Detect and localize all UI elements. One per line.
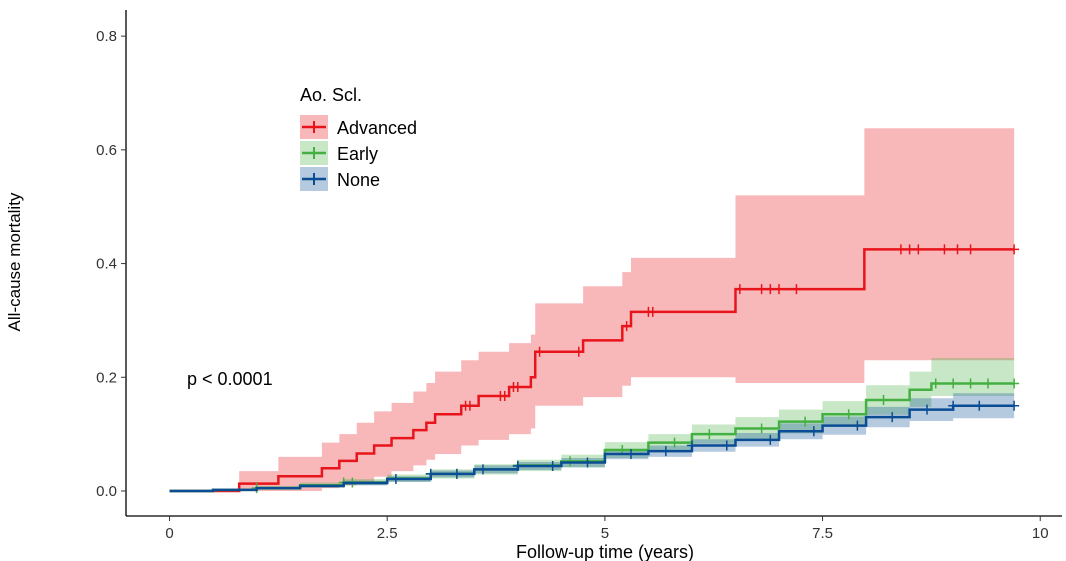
censor-mark bbox=[686, 440, 697, 451]
censor-mark bbox=[464, 400, 475, 411]
censor-mark bbox=[477, 464, 488, 475]
legend-title: Ao. Scl. bbox=[300, 85, 362, 105]
y-tick-label: 0.8 bbox=[96, 28, 117, 45]
censor-mark bbox=[930, 378, 941, 389]
censor-mark bbox=[669, 437, 680, 448]
censor-mark bbox=[913, 244, 924, 255]
confidence-band bbox=[169, 393, 1015, 491]
censor-mark bbox=[948, 400, 959, 411]
censor-mark bbox=[952, 244, 963, 255]
censor-mark bbox=[887, 412, 898, 423]
censor-mark bbox=[1009, 378, 1020, 389]
censor-mark bbox=[721, 440, 732, 451]
censor-mark bbox=[904, 244, 915, 255]
x-tick-label: 7.5 bbox=[812, 525, 833, 542]
censor-mark bbox=[425, 468, 436, 479]
y-axis-label: All-cause mortality bbox=[5, 192, 24, 331]
censor-mark bbox=[512, 381, 523, 392]
censor-mark bbox=[852, 420, 863, 431]
y-tick-label: 0.4 bbox=[96, 256, 117, 273]
censor-mark bbox=[626, 449, 637, 460]
y-tick-label: 0.2 bbox=[96, 369, 117, 386]
censor-mark bbox=[791, 284, 802, 295]
censor-mark bbox=[965, 244, 976, 255]
censor-mark bbox=[573, 346, 584, 357]
censor-mark bbox=[939, 244, 950, 255]
censor-mark bbox=[965, 378, 976, 389]
censor-mark bbox=[512, 460, 523, 471]
censor-mark bbox=[800, 416, 811, 427]
censor-mark bbox=[1009, 244, 1020, 255]
x-axis-label: Follow-up time (years) bbox=[516, 542, 694, 561]
x-tick-label: 10 bbox=[1032, 525, 1049, 542]
legend-label: Early bbox=[337, 144, 378, 164]
censor-mark bbox=[647, 306, 658, 317]
censor-mark bbox=[534, 346, 545, 357]
censor-mark bbox=[774, 284, 785, 295]
censor-mark bbox=[895, 244, 906, 255]
censor-mark bbox=[974, 400, 985, 411]
legend-label: None bbox=[337, 170, 380, 190]
x-tick-label: 2.5 bbox=[377, 525, 398, 542]
bands bbox=[169, 128, 1015, 491]
censor-mark bbox=[582, 457, 593, 468]
censor-mark bbox=[982, 378, 993, 389]
censor-mark bbox=[808, 426, 819, 437]
legend-label: Advanced bbox=[337, 118, 417, 138]
censor-mark bbox=[660, 446, 671, 457]
x-tick-label: 5 bbox=[601, 525, 609, 542]
p-value: p < 0.0001 bbox=[187, 369, 273, 389]
y-tick-label: 0.0 bbox=[96, 483, 117, 500]
lines bbox=[169, 244, 1020, 494]
censor-mark bbox=[704, 429, 715, 440]
censor-mark bbox=[878, 395, 889, 406]
censor-mark bbox=[756, 284, 767, 295]
censor-mark bbox=[765, 434, 776, 445]
censor-mark bbox=[756, 423, 767, 434]
censor-mark bbox=[547, 460, 558, 471]
censor-mark bbox=[1009, 400, 1020, 411]
censor-mark bbox=[843, 409, 854, 420]
confidence-band bbox=[169, 128, 1015, 491]
censor-mark bbox=[948, 378, 959, 389]
x-tick-label: 0 bbox=[165, 525, 173, 542]
censor-mark bbox=[390, 474, 401, 485]
y-tick-label: 0.6 bbox=[96, 142, 117, 159]
censor-mark bbox=[734, 284, 745, 295]
censor-mark bbox=[621, 321, 632, 332]
censor-mark bbox=[499, 391, 510, 402]
censor-mark bbox=[765, 284, 776, 295]
censor-mark bbox=[451, 468, 462, 479]
censor-mark bbox=[922, 404, 933, 415]
